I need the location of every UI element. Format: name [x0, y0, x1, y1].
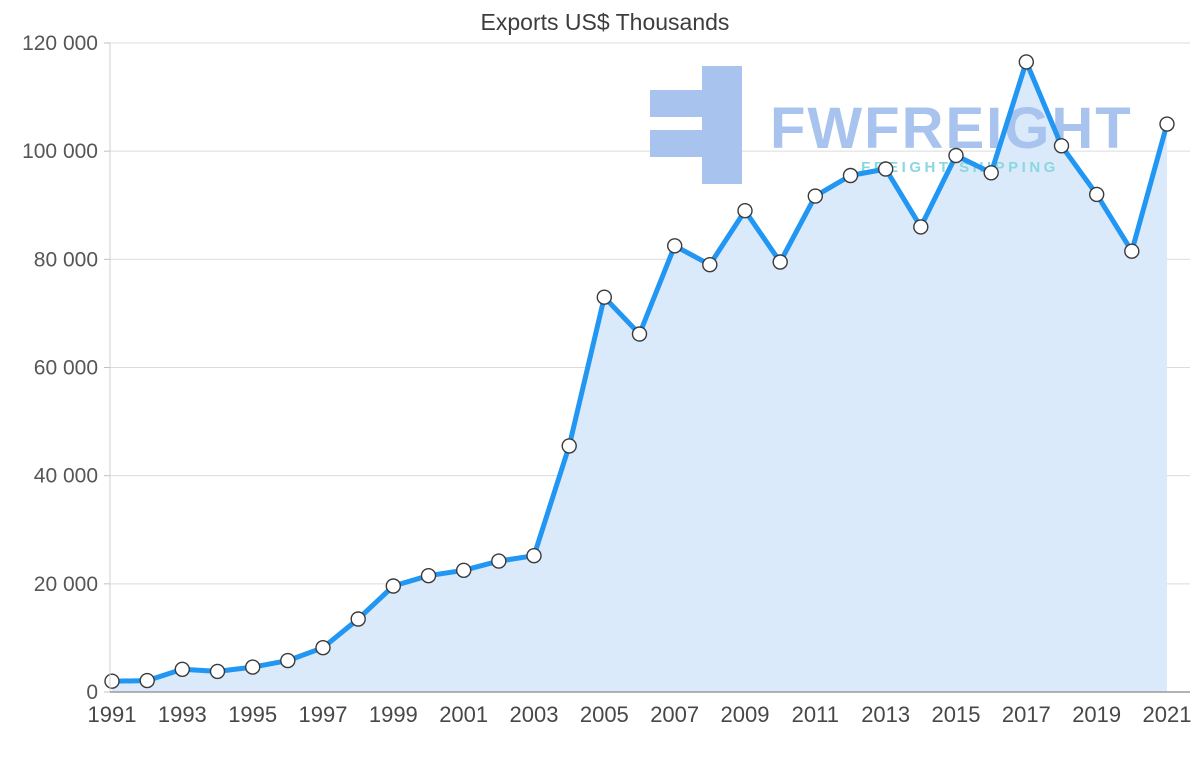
- y-axis-labels: 0 20 000 40 000 60 000 80 000 100 000 120 000: [22, 32, 98, 704]
- data-point-2019: [1088, 186, 1105, 203]
- x-tick-label: 2017: [1002, 702, 1051, 727]
- x-tick-label: 2019: [1072, 702, 1121, 727]
- data-point-2006: [631, 326, 648, 342]
- x-tick-label: 1999: [369, 702, 418, 727]
- data-point-2008: [702, 257, 718, 273]
- x-tick-label: 2021: [1143, 702, 1192, 727]
- x-tick-label: 1991: [88, 702, 137, 727]
- watermark-brand: FWFREIGHT: [770, 96, 1133, 161]
- x-tick-label: 2005: [580, 702, 629, 727]
- x-tick-label: 1997: [299, 702, 348, 727]
- data-point-2004: [561, 438, 577, 454]
- data-point-2011: [807, 188, 823, 204]
- x-tick-label: 1993: [158, 702, 207, 727]
- data-point-2017: [1018, 54, 1035, 70]
- area-fill: [112, 61, 1167, 692]
- axes: [104, 42, 1190, 693]
- data-point-1995: [244, 659, 261, 675]
- data-point-1996: [280, 652, 296, 669]
- x-tick-label: 2011: [792, 702, 839, 727]
- data-point-2016: [983, 165, 999, 181]
- fwfreight-logo-icon: [650, 66, 742, 184]
- data-point-1997: [315, 640, 331, 656]
- x-tick-label: 2003: [510, 702, 559, 727]
- data-point-1998: [350, 611, 366, 627]
- data-point-2018: [1053, 138, 1070, 154]
- data-point-2007: [667, 238, 683, 254]
- data-point-2014: [913, 219, 929, 235]
- data-point-1992: [139, 672, 155, 689]
- data-point-2021: [1159, 116, 1175, 132]
- series-area: [112, 61, 1167, 692]
- data-point-2015: [948, 147, 964, 164]
- data-point-2003: [526, 548, 542, 564]
- x-tick-label: 2007: [650, 702, 699, 727]
- x-tick-label: 1995: [228, 702, 277, 727]
- x-tick-label: 2013: [861, 702, 910, 727]
- y-tick-label: 80 000: [34, 248, 98, 271]
- data-point-2005: [596, 289, 612, 305]
- x-tick-label: 2001: [439, 702, 488, 727]
- data-point-1994: [209, 663, 226, 680]
- y-tick-label: 120 000: [22, 32, 98, 55]
- y-tick-label: 0: [86, 681, 98, 704]
- data-point-2001: [456, 562, 472, 578]
- data-point-2020: [1124, 243, 1140, 259]
- y-tick-label: 60 000: [34, 357, 98, 380]
- data-point-2012: [842, 167, 859, 184]
- y-tick-label: 40 000: [34, 465, 98, 488]
- data-point-1991: [104, 673, 120, 689]
- x-tick-label: 2009: [721, 702, 770, 727]
- chart-title: Exports US$ Thousands: [481, 9, 730, 35]
- x-tick-label: 2015: [932, 702, 981, 727]
- data-point-2009: [737, 202, 753, 219]
- y-tick-label: 100 000: [22, 140, 98, 163]
- y-tick-label: 20 000: [34, 573, 98, 596]
- data-point-2000: [420, 568, 437, 584]
- data-point-2010: [772, 254, 788, 270]
- data-point-1993: [174, 661, 191, 677]
- data-point-2002: [491, 553, 507, 569]
- data-point-1999: [385, 578, 401, 594]
- data-point-2013: [878, 161, 894, 177]
- watermark: FWFREIGHT FREIGHT SHIPPING: [650, 66, 1133, 184]
- data-markers: [104, 54, 1175, 689]
- watermark-subtitle: FREIGHT SHIPPING: [861, 159, 1059, 176]
- x-axis-labels: 1991 1993 1995 1997 1999 2001 2003 2005 2007 2009…: [88, 702, 1192, 727]
